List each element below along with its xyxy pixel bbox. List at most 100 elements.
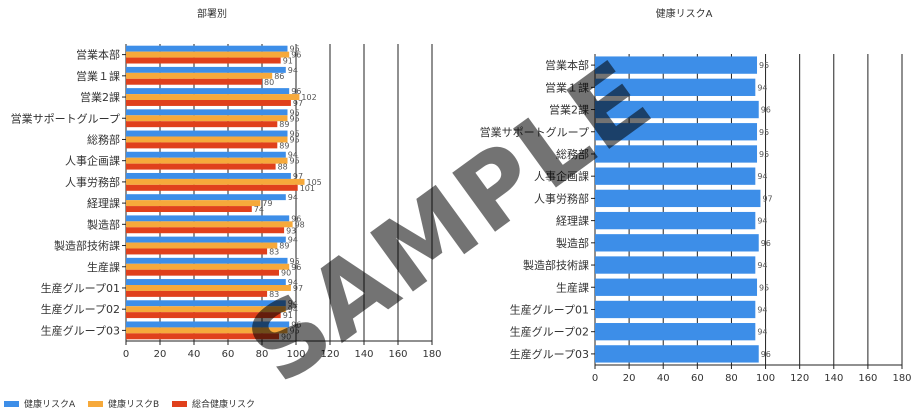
chart2-bar <box>595 234 759 252</box>
chart1-data-label: 94 <box>288 66 298 75</box>
chart1-bar <box>126 279 286 285</box>
chart1-bar <box>126 88 290 95</box>
chart1-data-label: 97 <box>293 172 303 181</box>
chart1-bar <box>126 178 305 185</box>
chart2-bar <box>595 145 758 163</box>
legend-label: 健康リスクA <box>24 398 76 410</box>
chart1-bar <box>126 121 278 128</box>
chart1-bar <box>126 194 286 201</box>
chart1-bar <box>126 184 298 191</box>
chart2-tick-label: 100 <box>756 373 775 384</box>
chart1-category-label: 総務部 <box>87 132 120 146</box>
chart2-bar <box>595 167 756 185</box>
chart1-category-label: 生産課 <box>87 260 120 274</box>
chart2-tick-label: 0 <box>592 373 598 384</box>
chart1-bar <box>126 248 268 255</box>
chart1-data-label: 95 <box>290 130 300 139</box>
chart1-bar <box>126 263 290 270</box>
chart1-data-label: 94 <box>288 305 298 314</box>
chart2-bar <box>595 123 758 141</box>
chart2-bar <box>595 100 759 119</box>
chart2-data-label: 97 <box>762 194 772 203</box>
chart1-data-label: 80 <box>264 78 274 87</box>
chart-health-risk-a: 健康リスクA 0 20 40 60 80 100 120 140 160 180 営業本部 95 営業１… <box>480 7 912 384</box>
chart1-data-label: 89 <box>279 120 289 129</box>
chart1-bar <box>126 157 288 164</box>
chart1-bar <box>126 206 252 213</box>
chart1-data-label: 96 <box>291 320 301 329</box>
chart1-bar <box>126 306 286 313</box>
chart2-category-label: 生産課 <box>556 280 589 294</box>
chart2-category-label: 人事労務部 <box>534 191 589 205</box>
chart1-tick-label: 20 <box>154 349 167 360</box>
chart1-data-label: 91 <box>283 57 293 66</box>
chart1-data-label: 102 <box>301 93 316 102</box>
chart2-category-label: 経理課 <box>556 214 589 228</box>
chart1-bar <box>126 45 288 52</box>
chart2-title: 健康リスクA <box>656 7 713 20</box>
chart1-data-label: 97 <box>293 284 303 293</box>
chart1-bar <box>126 172 291 179</box>
chart1-category-label: 製造部技術課 <box>54 239 120 253</box>
chart2-category-label: 営業サポートグループ <box>480 125 589 139</box>
chart1-bar <box>126 221 293 228</box>
chart2-category-label: 人事企画課 <box>534 169 589 183</box>
chart1-bar <box>126 242 278 249</box>
chart1-data-label: 105 <box>307 178 322 187</box>
chart1-tick-label: 120 <box>320 349 339 360</box>
chart1-bar <box>126 66 286 73</box>
legend-swatch <box>4 401 19 407</box>
chart2-tick-label: 40 <box>657 373 670 384</box>
chart1-data-label: 95 <box>290 108 300 117</box>
chart1-bar <box>126 136 288 143</box>
chart1-category-label: 製造部 <box>87 217 120 231</box>
chart2-bar <box>595 300 756 319</box>
chart2-category-label: 総務部 <box>556 147 589 161</box>
chart1-bar <box>126 290 268 297</box>
chart1-data-label: 83 <box>269 247 279 256</box>
chart1-bar <box>126 333 279 340</box>
chart1-category-label: 生産グループ02 <box>41 302 120 316</box>
chart2-category-label: 生産グループ01 <box>510 302 589 316</box>
chart2-data-label: 96 <box>761 350 771 359</box>
chart2-bar <box>595 211 756 230</box>
chart1-category-label: 人事労務部 <box>65 175 120 189</box>
chart1-bar <box>126 269 279 276</box>
chart1-bar <box>126 312 281 319</box>
chart1-bar <box>126 284 291 291</box>
chart2-category-label: 生産グループ03 <box>510 347 589 361</box>
chart2-data-label: 94 <box>757 217 767 226</box>
chart2-category-label: 営業１課 <box>545 80 589 94</box>
chart2-data-label: 95 <box>759 61 769 70</box>
chart2-tick-label: 20 <box>623 373 636 384</box>
chart1-tick-label: 180 <box>422 349 441 360</box>
chart1-bar <box>126 130 288 137</box>
chart1-category-label: 生産グループ01 <box>41 281 120 295</box>
chart1-data-label: 96 <box>291 51 301 60</box>
chart2-bar <box>595 56 758 74</box>
chart1-category-label: 人事企画課 <box>65 154 120 168</box>
chart1-data-label: 96 <box>291 87 301 96</box>
chart2-data-label: 94 <box>757 261 767 270</box>
legend-label: 総合健康リスク <box>192 398 255 410</box>
chart1-bar <box>126 327 288 334</box>
legend-label: 健康リスクB <box>108 398 159 410</box>
chart1-data-label: 96 <box>291 214 301 223</box>
chart2-tick-label: 120 <box>790 373 809 384</box>
chart1-category-label: 営業１課 <box>76 69 120 83</box>
chart1-data-label: 97 <box>293 99 303 108</box>
chart1-data-label: 95 <box>290 114 300 123</box>
chart2-bar <box>595 345 759 363</box>
legend: 健康リスクA 健康リスクB 総合健康リスク <box>4 398 255 410</box>
chart1-data-label: 95 <box>290 257 300 266</box>
chart1-data-label: 101 <box>300 184 315 193</box>
chart1-data-label: 86 <box>274 72 284 81</box>
chart1-category-label: 営業サポートグループ <box>11 111 120 125</box>
chart1-data-label: 94 <box>288 193 298 202</box>
chart1-tick-label: 0 <box>123 349 129 360</box>
chart2-bar <box>595 189 761 208</box>
chart1-tick-label: 40 <box>188 349 201 360</box>
chart1-bar <box>126 236 286 243</box>
chart1-bar <box>126 78 262 85</box>
